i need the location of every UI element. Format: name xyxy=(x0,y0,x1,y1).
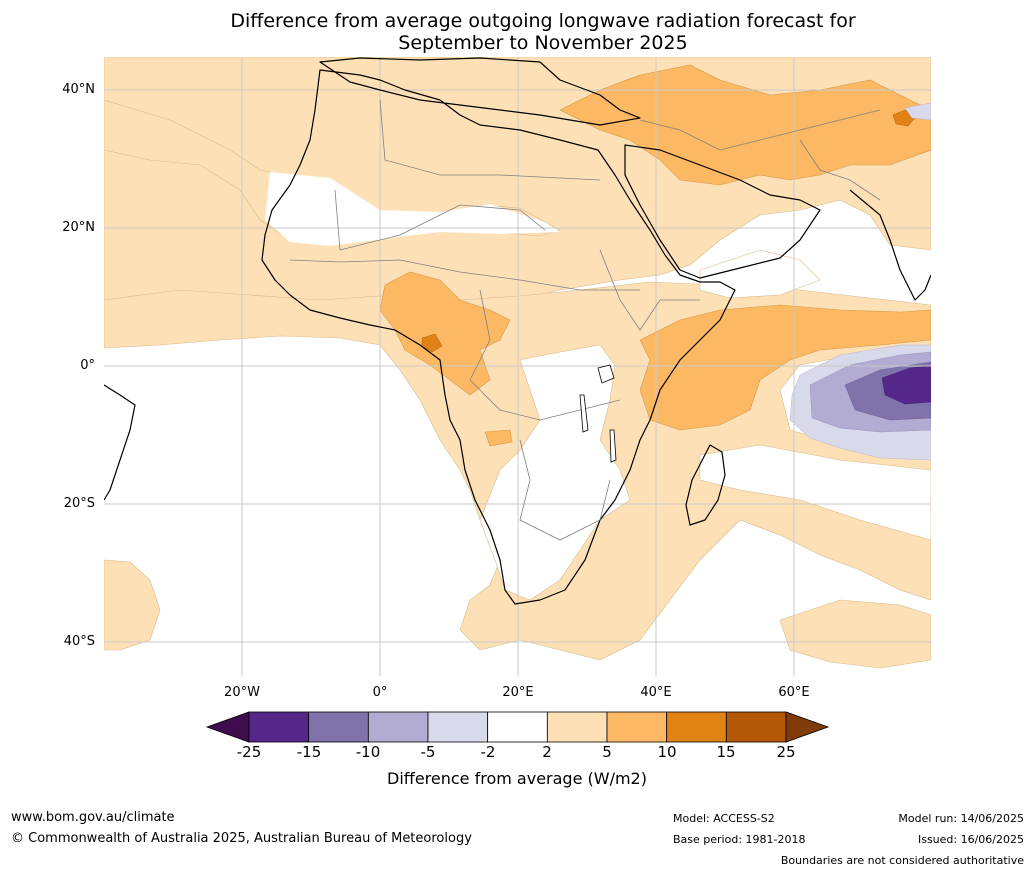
map-title-line1: Difference from average outgoing longwav… xyxy=(230,10,856,32)
coastline-arabia xyxy=(624,144,821,279)
border-middle-east xyxy=(639,109,881,151)
negative-anomaly-minus-15-to-minus-25 xyxy=(881,365,931,405)
lake-victoria xyxy=(597,364,615,384)
colorbar-segment xyxy=(606,711,668,743)
border-southern xyxy=(519,439,611,541)
map-title: Difference from average outgoing longwav… xyxy=(0,10,1035,54)
lake-tanganyika xyxy=(579,394,589,433)
colorbar-tick-minus-25: -25 xyxy=(236,743,262,761)
lon-label-20e: 20°E xyxy=(502,685,534,700)
colorbar-tick-15: 15 xyxy=(716,743,736,761)
lon-label-0: 0° xyxy=(372,685,388,700)
footer-base-period: Base period: 1981-2018 xyxy=(673,833,806,846)
border-east xyxy=(599,249,700,331)
colorbar-tick-25: 25 xyxy=(776,743,796,761)
colorbar-arrow-low xyxy=(205,711,250,743)
coastline-europe xyxy=(319,57,641,126)
colorbar-label: Difference from average (W/m2) xyxy=(387,769,647,788)
very-strong-anomaly-gulf-guinea xyxy=(421,333,443,353)
anomaly-region-south-atlantic xyxy=(104,559,161,651)
footer-model-run: Model run: 14/06/2025 xyxy=(898,812,1024,825)
colorbar-segment xyxy=(308,711,369,743)
colorbar-tick-minus-15: -15 xyxy=(296,743,322,761)
colorbar-tick-5: 5 xyxy=(602,743,612,761)
border-central xyxy=(469,289,621,421)
map-title-line2: September to November 2025 xyxy=(398,32,688,54)
colorbar-tick-2: 2 xyxy=(542,743,552,761)
colorbar-tick-minus-5: -5 xyxy=(420,743,436,761)
anomaly-5-to-10 xyxy=(379,64,931,447)
footer-disclaimer: Boundaries are not considered authoritat… xyxy=(780,854,1024,867)
near-zero-arabian-sea xyxy=(699,249,821,299)
border-north-africa xyxy=(379,99,601,181)
lat-label-20s: 20°S xyxy=(63,496,95,511)
border-asia xyxy=(799,139,881,201)
anomaly-region-south-indian xyxy=(779,599,931,669)
colorbar-segment xyxy=(427,711,489,743)
lakes xyxy=(579,364,617,463)
lat-label-40s: 40°S xyxy=(63,634,95,649)
border-sahel xyxy=(289,259,640,291)
colorbar-segment xyxy=(546,711,608,743)
lake-malawi xyxy=(609,429,617,463)
map-plot-area xyxy=(104,57,931,676)
strong-anomaly-middle-east xyxy=(559,64,931,186)
lat-label-40n: 40°N xyxy=(62,82,95,97)
colorbar-segment xyxy=(248,711,310,743)
colorbar xyxy=(205,711,830,743)
colorbar-segment xyxy=(666,711,727,743)
border-sahara-west xyxy=(334,189,546,251)
footer-issued: Issued: 16/06/2025 xyxy=(917,833,1024,846)
colorbar-segment xyxy=(367,711,429,743)
lat-label-20n: 20°N xyxy=(62,220,95,235)
coastline-africa xyxy=(261,69,736,605)
colorbar-segment xyxy=(725,711,787,743)
near-zero-indian-ocean-south xyxy=(699,444,931,541)
footer-copyright: © Commonwealth of Australia 2025, Austra… xyxy=(11,831,472,846)
lat-label-equator: 0° xyxy=(80,358,95,373)
lon-label-40e: 40°E xyxy=(640,685,672,700)
colorbar-tick-minus-2: -2 xyxy=(480,743,496,761)
colorbar-tick-minus-10: -10 xyxy=(355,743,381,761)
footer-website-link[interactable]: www.bom.gov.au/climate xyxy=(11,810,175,825)
anomaly-negative xyxy=(789,102,931,461)
colorbar-arrow-high xyxy=(785,711,830,743)
country-borders xyxy=(289,99,881,541)
coastline-madagascar xyxy=(685,444,726,526)
colorbar-tick-10: 10 xyxy=(657,743,677,761)
graticule xyxy=(104,57,931,676)
coastlines xyxy=(104,57,931,605)
lon-label-60e: 60°E xyxy=(778,685,810,700)
coastline-south-america xyxy=(104,384,136,501)
footer-model: Model: ACCESS-S2 xyxy=(673,812,775,825)
negative-anomaly-tibet xyxy=(904,102,931,121)
lon-label-20w: 20°W xyxy=(224,685,260,700)
coastline-india xyxy=(849,189,931,301)
strong-anomaly-central-africa xyxy=(484,429,513,447)
colorbar-segment xyxy=(487,711,548,743)
